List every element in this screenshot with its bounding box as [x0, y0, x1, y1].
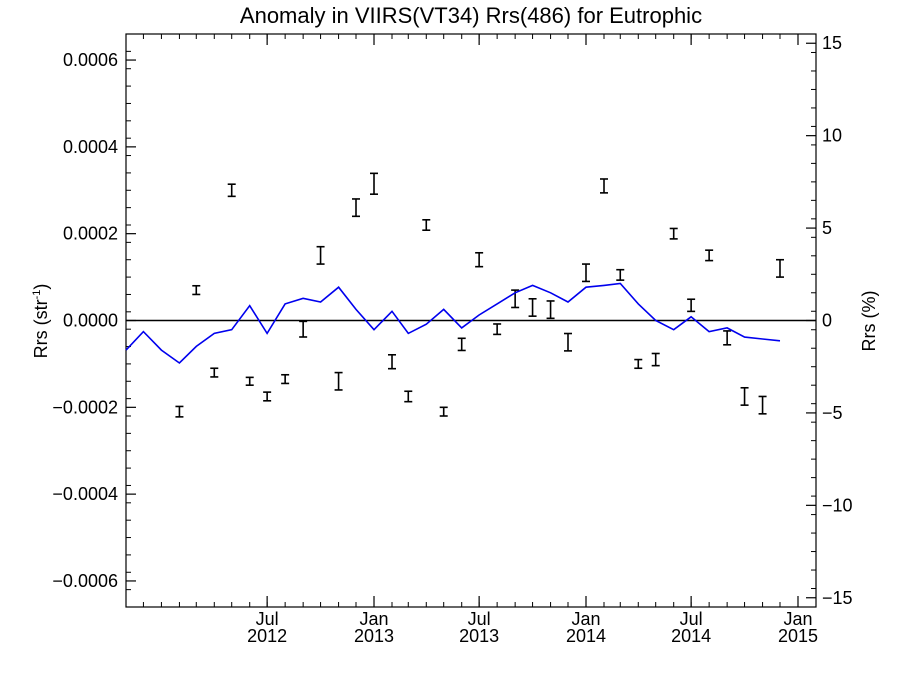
errorbar-point — [192, 284, 201, 296]
x-tick-year: 2013 — [459, 626, 499, 646]
errorbar-point — [669, 227, 678, 240]
x-tick-year: 2012 — [247, 626, 287, 646]
errorbar-point — [582, 263, 590, 283]
y-tick-label: 0.0004 — [63, 137, 118, 157]
y-tick-label: −0.0004 — [52, 484, 118, 504]
y-axis-label-main: Rrs (str — [31, 299, 51, 358]
errorbar-point — [352, 198, 360, 218]
errorbar-point — [175, 405, 184, 418]
y-tick-label: −0.0002 — [52, 397, 118, 417]
errorbar-point — [600, 178, 609, 194]
series-line-path — [125, 282, 781, 365]
errorbar-point — [634, 358, 643, 370]
errorbar-point — [299, 320, 308, 338]
x-tick-month: Jul — [680, 609, 703, 629]
y-tick-label: 0.0002 — [63, 224, 118, 244]
errorbar-point — [687, 298, 696, 313]
y2-axis-label: Rrs (%) — [859, 291, 879, 352]
errorbar-point — [439, 406, 448, 417]
y-axis-label-sup: -1 — [31, 290, 43, 300]
errorbar-point — [475, 251, 484, 268]
errorbar-point — [457, 337, 466, 352]
x-tick-year: 2014 — [671, 626, 711, 646]
errorbar-point — [334, 371, 343, 391]
y-tick-label: 0.0000 — [63, 311, 118, 331]
errorbar-point — [705, 249, 714, 262]
errorbar-point — [563, 332, 572, 352]
chart-title: Anomaly in VIIRS(VT34) Rrs(486) for Eutr… — [240, 3, 702, 28]
y2-tick-label: −10 — [822, 495, 853, 515]
errorbar-point — [758, 395, 767, 415]
x-tick-month: Jan — [359, 609, 388, 629]
errorbar-point — [616, 268, 625, 281]
errorbar-point — [775, 258, 784, 278]
y2-tick-label: −5 — [822, 403, 843, 423]
errorbar-series — [175, 172, 784, 418]
errorbar-point — [546, 300, 555, 320]
errorbar-point — [723, 330, 732, 346]
y2-tick-label: 15 — [822, 33, 842, 53]
errorbar-point — [528, 297, 537, 317]
errorbar-point — [651, 352, 660, 367]
line-series — [125, 282, 781, 365]
errorbar-point — [740, 386, 749, 406]
errorbar-point — [493, 323, 502, 336]
errorbar-point — [227, 183, 236, 198]
x-tick-year: 2014 — [566, 626, 606, 646]
errorbar-point — [388, 353, 397, 370]
errorbar-point — [370, 172, 379, 195]
y2-tick-label: −15 — [822, 588, 853, 608]
y2-tick-label: 0 — [822, 311, 832, 331]
y-tick-label: 0.0006 — [63, 50, 118, 70]
errorbar-point — [281, 373, 290, 385]
y-axis-right: 15 10 5 0 −5 −10 −15 — [806, 33, 853, 608]
y-axis-label: Rrs (str-1) — [31, 284, 51, 359]
x-axis: Jul2012Jan2013Jul2013Jan2014Jul2014Jan20… — [125, 34, 818, 646]
y-axis-label-close: ) — [31, 284, 51, 290]
errorbar-point — [210, 367, 219, 378]
x-tick-month: Jul — [468, 609, 491, 629]
x-tick-month: Jul — [256, 609, 279, 629]
errorbar-point — [316, 245, 325, 265]
y-tick-label: −0.0006 — [52, 571, 118, 591]
errorbar-point — [263, 391, 272, 402]
x-tick-month: Jan — [783, 609, 812, 629]
x-tick-month: Jan — [571, 609, 600, 629]
x-tick-year: 2015 — [778, 626, 818, 646]
y2-tick-label: 5 — [822, 218, 832, 238]
y-axis-left: 0.0006 0.0004 0.0002 0.0000 −0.0002 −0.0004 −0… — [52, 33, 136, 608]
errorbar-point — [422, 218, 431, 232]
x-tick-year: 2013 — [354, 626, 394, 646]
errorbar-point — [245, 376, 254, 386]
y2-tick-label: 10 — [822, 126, 842, 146]
errorbar-point — [404, 390, 413, 403]
